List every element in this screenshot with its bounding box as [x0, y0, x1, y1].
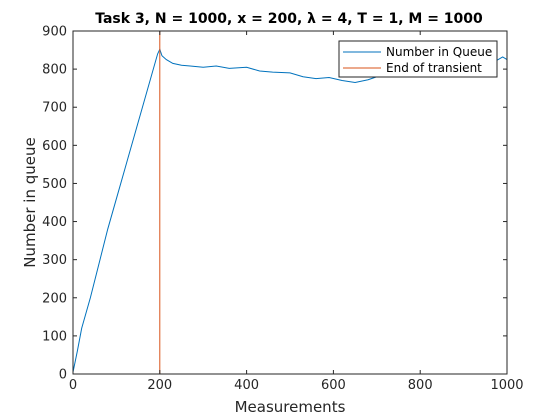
y-tick-label: 200: [42, 291, 67, 306]
y-tick-label: 800: [42, 63, 67, 78]
y-tick-label: 600: [42, 139, 67, 154]
x-tick-label: 800: [408, 378, 433, 393]
x-axis-title: Measurements: [235, 398, 346, 416]
legend: Number in Queue End of transient: [338, 40, 498, 78]
x-tick-label: 400: [234, 378, 259, 393]
plot-frame: [72, 30, 508, 375]
x-tick-label: 600: [321, 378, 346, 393]
y-tick-label: 900: [42, 25, 67, 40]
x-tick-label: 200: [147, 378, 172, 393]
legend-box: [338, 40, 498, 78]
y-axis-title: Number in queue: [21, 137, 39, 267]
plot-area: [73, 31, 507, 374]
y-tick-label: 700: [42, 101, 67, 116]
x-tick-label: 1000: [490, 378, 523, 393]
legend-label-1: Number in Queue: [386, 45, 492, 59]
x-tick-label: 0: [69, 378, 77, 393]
y-tick-label: 0: [59, 368, 67, 383]
chart-title: Task 3, N = 1000, x = 200, λ = 4, T = 1,…: [95, 11, 483, 27]
y-tick-label: 300: [42, 253, 67, 268]
y-tick-label: 500: [42, 177, 67, 192]
y-tick-label: 100: [42, 329, 67, 344]
y-tick-label: 400: [42, 215, 67, 230]
ticks-layer: 0 200 400 600 800 1000 0 100 200 300 400 500 600 700 8…: [42, 25, 523, 394]
legend-label-2: End of transient: [386, 61, 482, 75]
